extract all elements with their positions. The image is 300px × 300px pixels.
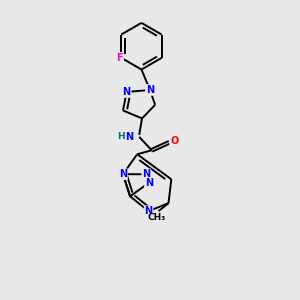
Text: N: N <box>119 169 127 179</box>
Text: N: N <box>125 132 133 142</box>
Text: N: N <box>142 169 150 179</box>
Text: H: H <box>118 132 125 141</box>
Text: N: N <box>123 87 131 97</box>
Text: N: N <box>145 178 153 188</box>
Text: F: F <box>116 53 123 63</box>
Text: N: N <box>146 85 154 95</box>
Text: N: N <box>145 206 153 216</box>
Text: CH₃: CH₃ <box>148 213 166 222</box>
Text: O: O <box>170 136 178 146</box>
